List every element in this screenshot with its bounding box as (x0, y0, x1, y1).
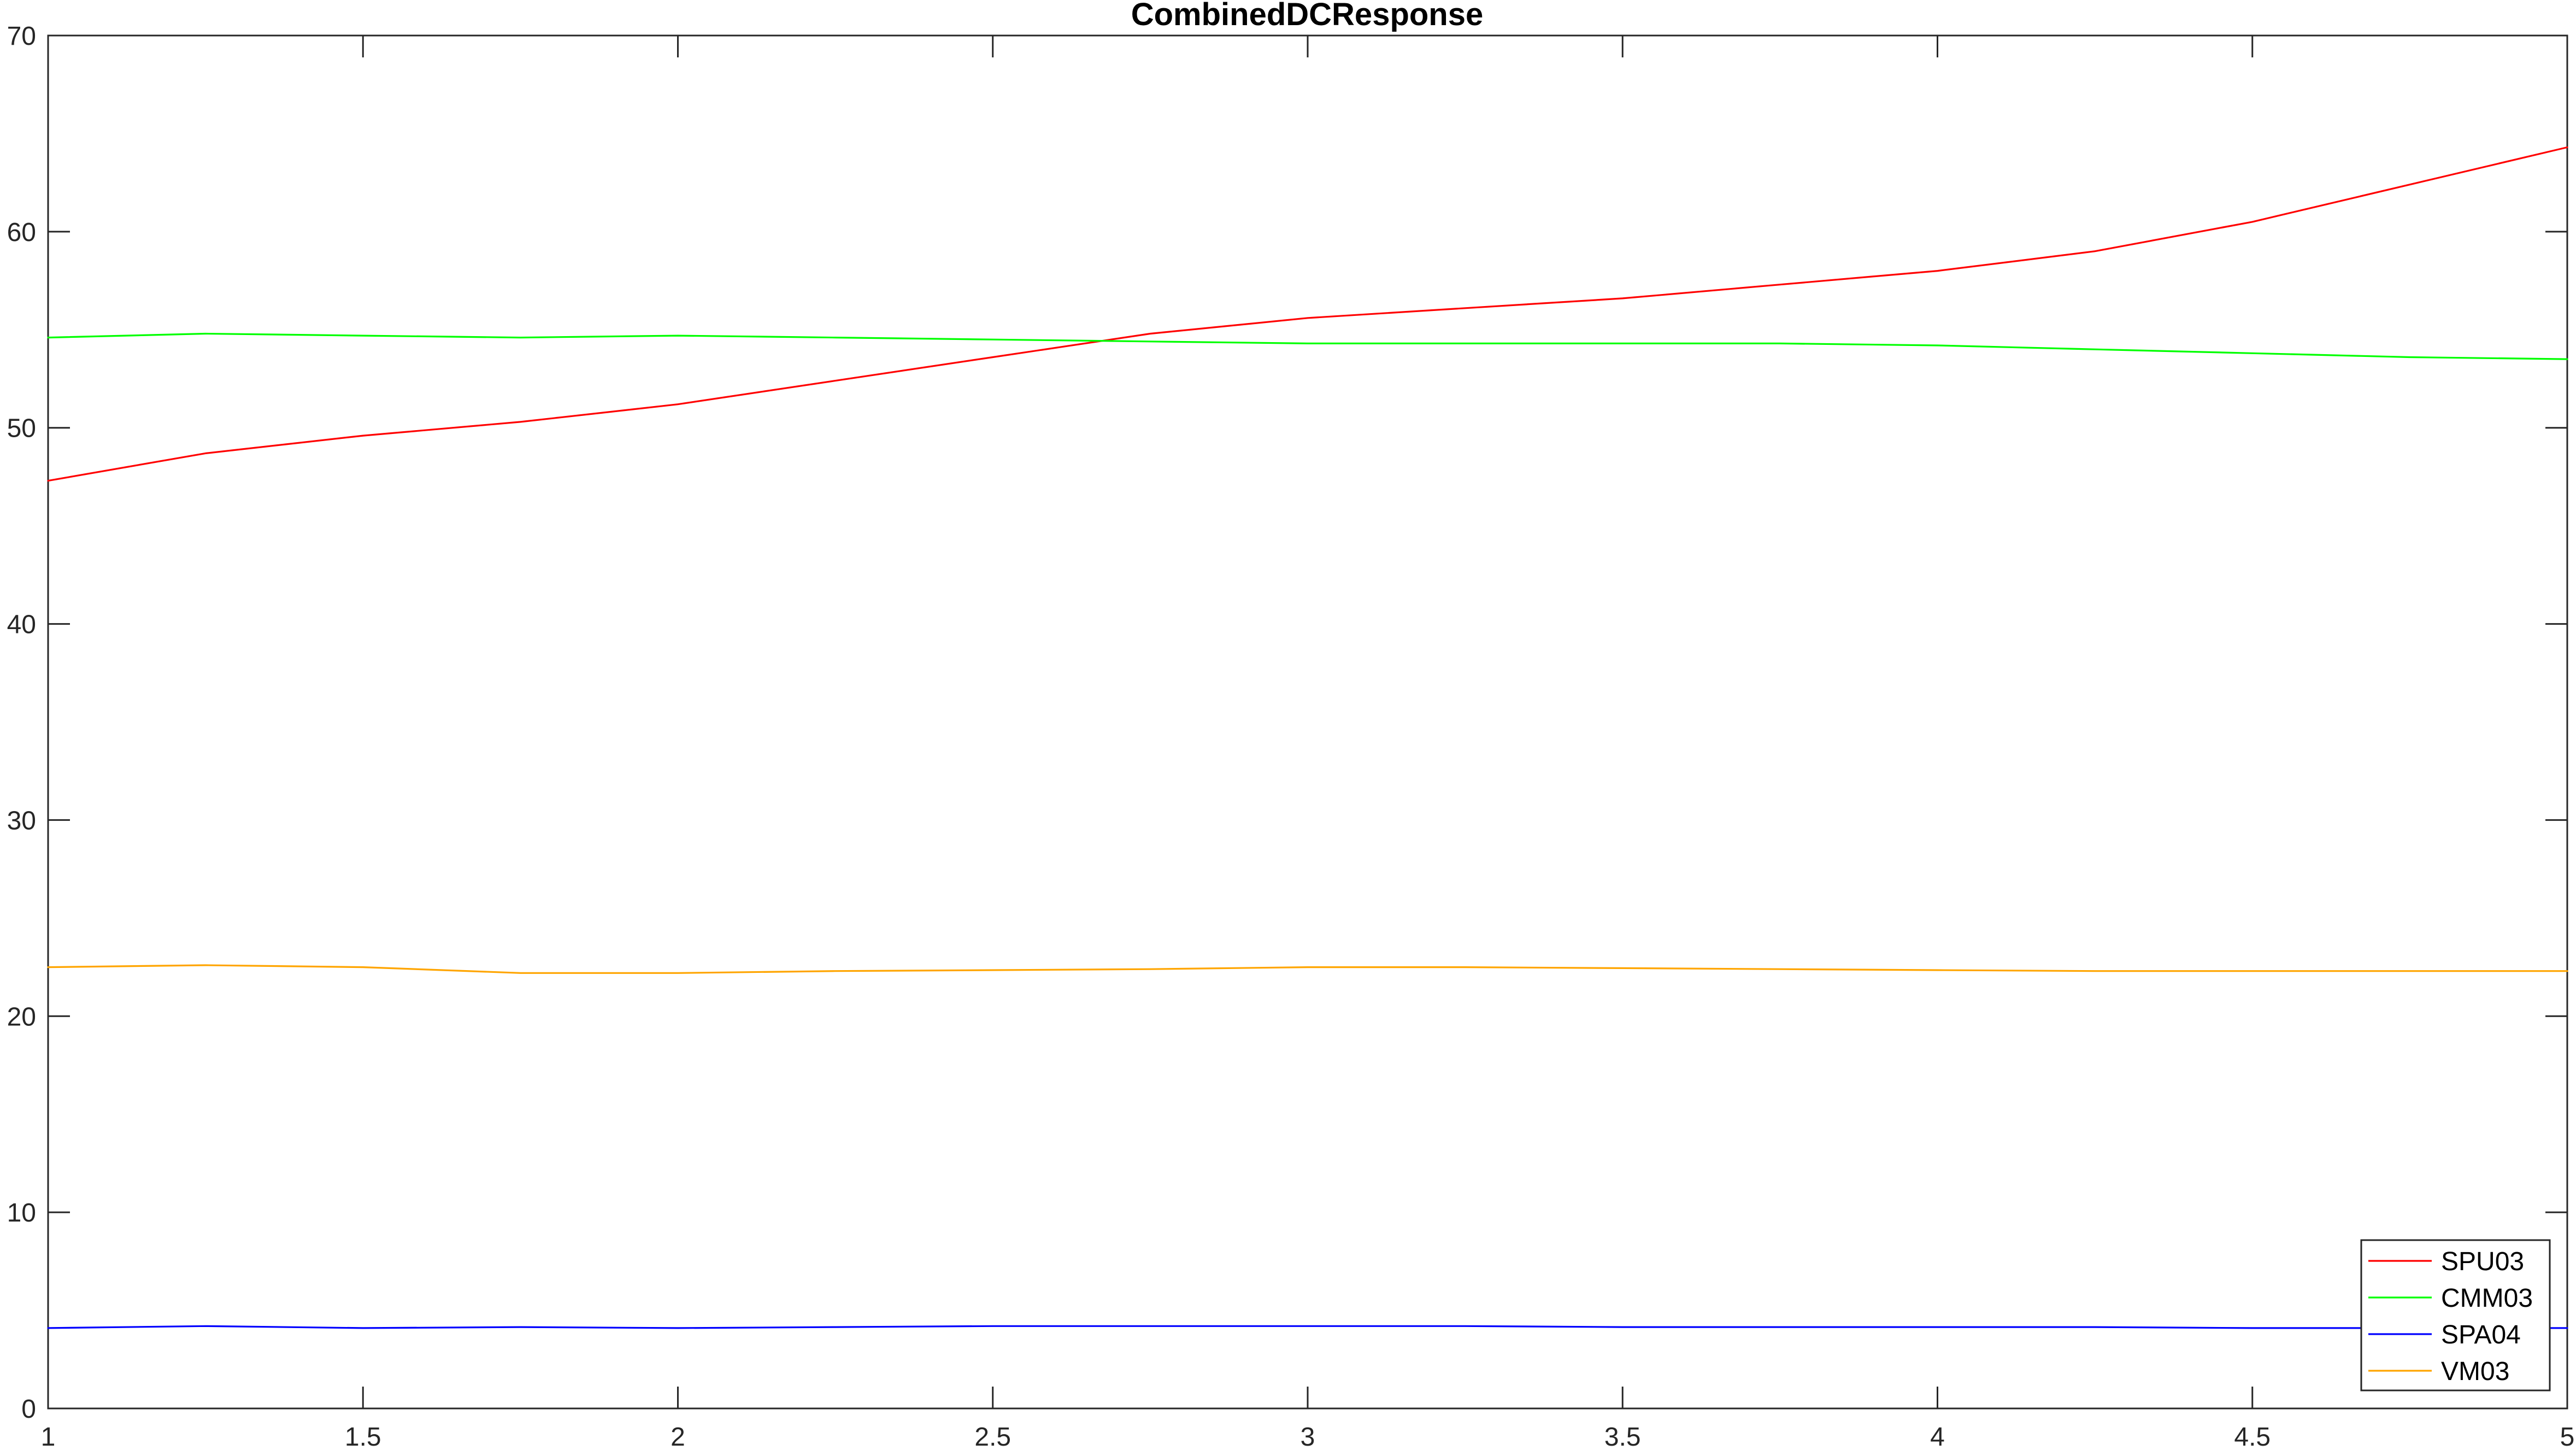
legend-label-spa04: SPA04 (2441, 1320, 2521, 1349)
series-line-cmm03 (47, 332, 2568, 360)
x-tick-label: 2.5 (974, 1423, 1011, 1452)
y-tick-label: 30 (7, 806, 36, 835)
chart-title: CombinedDCResponse (1131, 0, 1484, 32)
x-tick-label: 4.5 (2234, 1423, 2271, 1452)
x-tick-label: 1 (41, 1423, 56, 1452)
y-tick-label: 40 (7, 610, 36, 639)
x-tick-label: 1.5 (345, 1423, 381, 1452)
legend-entries: SPU03 CMM03 SPA04 VM03 (2368, 1247, 2533, 1386)
x-tick-label: 2 (671, 1423, 685, 1452)
x-tick-label: 4 (1930, 1423, 1945, 1452)
legend-label-cmm03: CMM03 (2441, 1284, 2533, 1313)
x-tick-label: 5 (2560, 1423, 2575, 1452)
series-line-spa04 (47, 1325, 2568, 1329)
legend-label-vm03: VM03 (2441, 1357, 2509, 1386)
y-tick-label: 10 (7, 1199, 36, 1228)
y-tick-label: 60 (7, 218, 36, 247)
legend-box (2360, 1239, 2551, 1392)
series-line-vm03 (47, 964, 2568, 974)
y-tick-label: 50 (7, 414, 36, 443)
plot-area: 1 1.5 2 2.5 3 3.5 4 4.5 5 0 10 20 30 40 50 60 70 (7, 22, 2575, 1452)
legend: SPU03 CMM03 SPA04 VM03 (2360, 1239, 2551, 1392)
y-axis: 0 10 20 30 40 50 60 70 (7, 22, 2567, 1424)
y-tick-label: 20 (7, 1002, 36, 1031)
x-axis: 1 1.5 2 2.5 3 3.5 4 4.5 5 (41, 36, 2575, 1452)
series-line-spu03 (47, 146, 2568, 482)
x-tick-label: 3.5 (1604, 1423, 1641, 1452)
series-lines (47, 146, 2568, 1329)
y-tick-label: 0 (21, 1395, 36, 1424)
x-tick-label: 3 (1301, 1423, 1315, 1452)
y-tick-label: 70 (7, 22, 36, 51)
legend-label-spu03: SPU03 (2441, 1247, 2524, 1276)
